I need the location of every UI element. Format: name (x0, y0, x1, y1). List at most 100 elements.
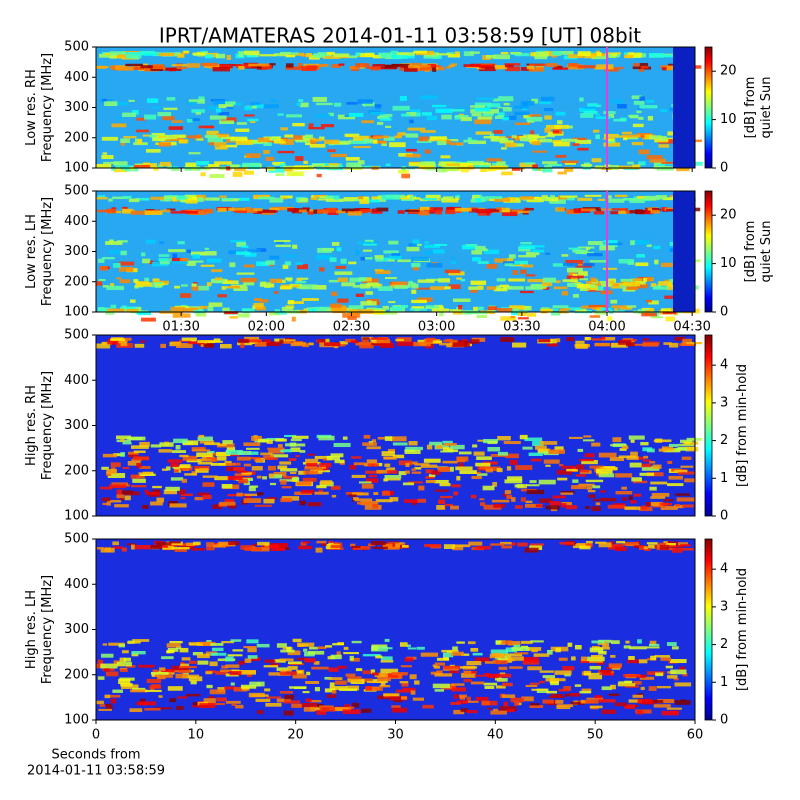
spectrogram-texture (110, 698, 117, 704)
spectrogram-texture (384, 475, 402, 479)
spectrogram-texture (329, 257, 337, 262)
spectrogram-texture (493, 130, 503, 134)
spectrogram-texture (247, 118, 259, 122)
spectrogram-texture (535, 196, 552, 202)
spectrogram-texture (451, 687, 467, 692)
spectrogram-texture (635, 262, 649, 267)
spectrogram-texture (241, 308, 255, 313)
spectrogram-texture (584, 337, 592, 341)
spectrogram-texture (263, 455, 274, 460)
spectrogram-texture (350, 657, 360, 662)
spectrogram-texture (418, 210, 430, 216)
spectrogram-texture (110, 462, 121, 468)
spectrogram-texture (630, 278, 642, 284)
spectrogram-texture (548, 449, 566, 454)
spectrogram-texture (102, 152, 108, 155)
spectrogram-texture (564, 307, 583, 311)
spectrogram-texture (552, 495, 566, 499)
spectrogram-texture (555, 207, 565, 212)
spectrogram-texture (185, 194, 196, 197)
spectrogram-texture (297, 670, 303, 674)
spectrogram-texture (225, 656, 234, 662)
spectrogram-texture (595, 165, 604, 170)
y-axis-label: Low res. LHFrequency [MHz] (24, 197, 55, 306)
y-tick-label: 400 (64, 214, 89, 229)
spectrogram-texture (566, 275, 584, 279)
spectrogram-texture (199, 641, 216, 646)
spectrogram-texture (305, 53, 312, 58)
spectrogram-texture (444, 503, 454, 507)
spectrogram-texture (449, 142, 463, 146)
spectrogram-texture (504, 142, 517, 148)
spectrogram-texture (372, 140, 387, 144)
spectrogram-gap (673, 47, 695, 168)
spectrogram-texture (243, 281, 255, 286)
spectrogram-texture (105, 671, 119, 677)
spectrogram-texture (459, 694, 468, 698)
spectrogram-texture (420, 652, 439, 657)
spectrogram-texture (475, 245, 486, 251)
spectrogram-texture (674, 682, 692, 687)
spectrogram-texture (601, 337, 616, 341)
spectrogram-texture (357, 196, 364, 201)
spectrogram-texture (497, 112, 505, 118)
spectrogram-texture (419, 206, 430, 211)
spectrogram-texture (257, 196, 275, 200)
spectrogram-texture (295, 156, 304, 161)
spectrogram-texture (229, 262, 236, 268)
spectrogram-texture (308, 123, 314, 129)
spectrogram-texture (232, 649, 244, 652)
spectrogram-texture (649, 640, 657, 645)
spectrogram-texture (348, 706, 355, 709)
spectrogram-texture (654, 655, 671, 658)
spectrogram-texture (282, 138, 295, 141)
spectrogram-texture (205, 251, 217, 256)
spectrogram-texture (470, 199, 478, 203)
spectrogram-texture (627, 161, 634, 165)
spectrogram-texture (596, 52, 602, 57)
spectrogram-texture (452, 646, 458, 651)
spectrogram-texture (297, 642, 315, 647)
spectrogram-texture (468, 140, 487, 145)
spectrogram-texture (550, 195, 555, 199)
spectrogram-texture (120, 250, 127, 256)
x-tick-label: 60 (687, 728, 704, 743)
spectrogram-texture (554, 446, 564, 451)
spectrogram-texture (618, 211, 627, 214)
spectrogram-texture (555, 111, 566, 116)
spectrogram-texture (237, 342, 253, 346)
spectrogram-texture (471, 250, 482, 255)
spectrogram-texture (265, 156, 275, 161)
spectrogram-texture (545, 252, 551, 255)
spectrogram-texture (487, 103, 501, 108)
spectrogram-texture (183, 307, 198, 313)
spectrogram-texture (268, 139, 274, 143)
spectrogram-texture (213, 338, 221, 343)
spectrogram-texture (649, 486, 657, 491)
spectrogram-texture (373, 338, 390, 344)
spectrogram-texture (319, 63, 329, 67)
spectrogram-texture (326, 455, 340, 461)
spectrogram-texture (581, 688, 592, 694)
spectrogram-texture (248, 63, 266, 67)
spectrogram-texture (670, 659, 687, 664)
spectrogram-texture (375, 499, 393, 503)
spectrogram-texture (158, 254, 170, 257)
spectrogram-texture (591, 338, 603, 341)
spectrogram-texture (384, 258, 395, 262)
spectrogram-texture (181, 337, 197, 341)
spectrogram-texture (591, 54, 607, 60)
spectrogram-texture (289, 471, 297, 475)
spectrogram-texture (96, 197, 108, 200)
spectrogram-texture (379, 113, 393, 117)
spectrogram-texture (292, 674, 307, 679)
spectrogram-texture (330, 453, 344, 458)
spectrogram-texture (146, 678, 162, 684)
spectrogram-texture (316, 540, 327, 544)
spectrogram-texture (153, 259, 164, 263)
spectrogram-texture (326, 694, 337, 698)
spectrogram-texture (586, 247, 591, 250)
spectrogram-texture (416, 140, 432, 143)
spectrogram-texture (470, 289, 478, 293)
spectrogram-texture (483, 682, 498, 686)
